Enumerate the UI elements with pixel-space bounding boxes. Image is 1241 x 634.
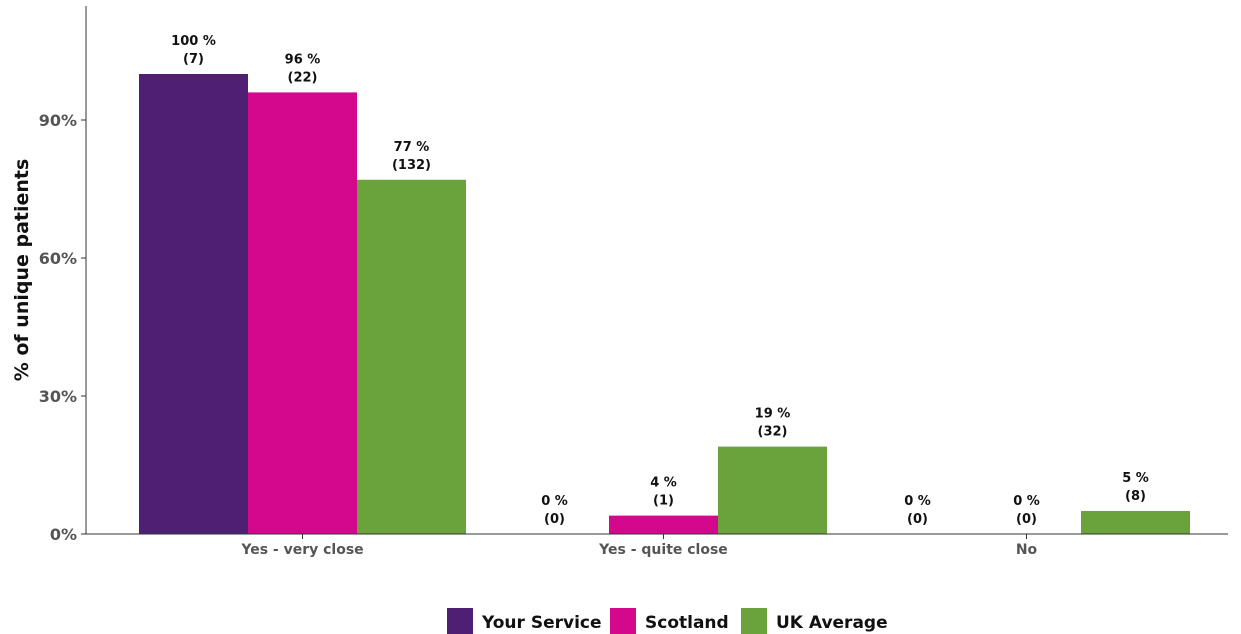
- legend-item-your-service: Your Service: [447, 608, 602, 634]
- legend-swatch: [610, 608, 636, 634]
- x-category-label: Yes - very close: [240, 542, 363, 558]
- data-label-count: (0): [544, 512, 565, 527]
- data-label-count: (132): [392, 158, 431, 173]
- bar-uk-average-1: [718, 446, 827, 534]
- data-label-count: (0): [1016, 512, 1037, 527]
- data-label-percent: 0 %: [904, 494, 931, 509]
- y-axis-title: % of unique patients: [11, 159, 33, 382]
- value-labels-layer: 100 % (7) 96 % (22) 77 % (132) 0 % (0) 4 % (1) 19 …: [171, 34, 1149, 527]
- bar-scotland-1: [609, 515, 718, 534]
- legend-label: UK Average: [776, 613, 888, 633]
- data-label-count: (22): [288, 70, 318, 85]
- data-label-count: (7): [183, 52, 204, 67]
- legend-swatch: [447, 608, 473, 634]
- bar-uk-average-0: [357, 179, 466, 535]
- data-label-percent: 96 %: [285, 52, 321, 67]
- data-label-count: (32): [758, 425, 788, 440]
- data-label-percent: 4 %: [650, 476, 677, 491]
- data-label-percent: 77 %: [394, 140, 430, 155]
- y-tick-label: 0%: [50, 525, 77, 544]
- legend-item-scotland: Scotland: [610, 608, 729, 634]
- data-label-percent: 100 %: [171, 34, 216, 49]
- data-label-count: (0): [907, 512, 928, 527]
- data-label-percent: 0 %: [541, 494, 568, 509]
- y-tick-label: 30%: [39, 387, 77, 406]
- data-label-percent: 0 %: [1013, 494, 1040, 509]
- data-label-percent: 5 %: [1122, 471, 1149, 486]
- x-category-label: Yes - quite close: [598, 542, 728, 558]
- data-label-count: (1): [653, 494, 674, 509]
- bars-layer: [139, 74, 1190, 535]
- legend-swatch: [741, 608, 767, 634]
- y-tick-label: 60%: [39, 249, 77, 268]
- data-label-percent: 19 %: [755, 407, 791, 422]
- legend-item-uk-average: UK Average: [741, 608, 888, 634]
- legend-label: Scotland: [645, 613, 729, 633]
- x-category-label: No: [1016, 542, 1038, 558]
- axes-layer: 0% 30% 60% 90% Yes - very close Yes - quite c…: [11, 6, 1228, 558]
- bar-your-service-0: [139, 74, 248, 534]
- bar-uk-average-2: [1081, 511, 1190, 534]
- bar-scotland-0: [248, 92, 357, 535]
- legend: Your Service Scotland UK Average: [447, 608, 888, 634]
- y-tick-label: 90%: [39, 111, 77, 130]
- data-label-count: (8): [1125, 489, 1146, 504]
- legend-label: Your Service: [481, 613, 602, 633]
